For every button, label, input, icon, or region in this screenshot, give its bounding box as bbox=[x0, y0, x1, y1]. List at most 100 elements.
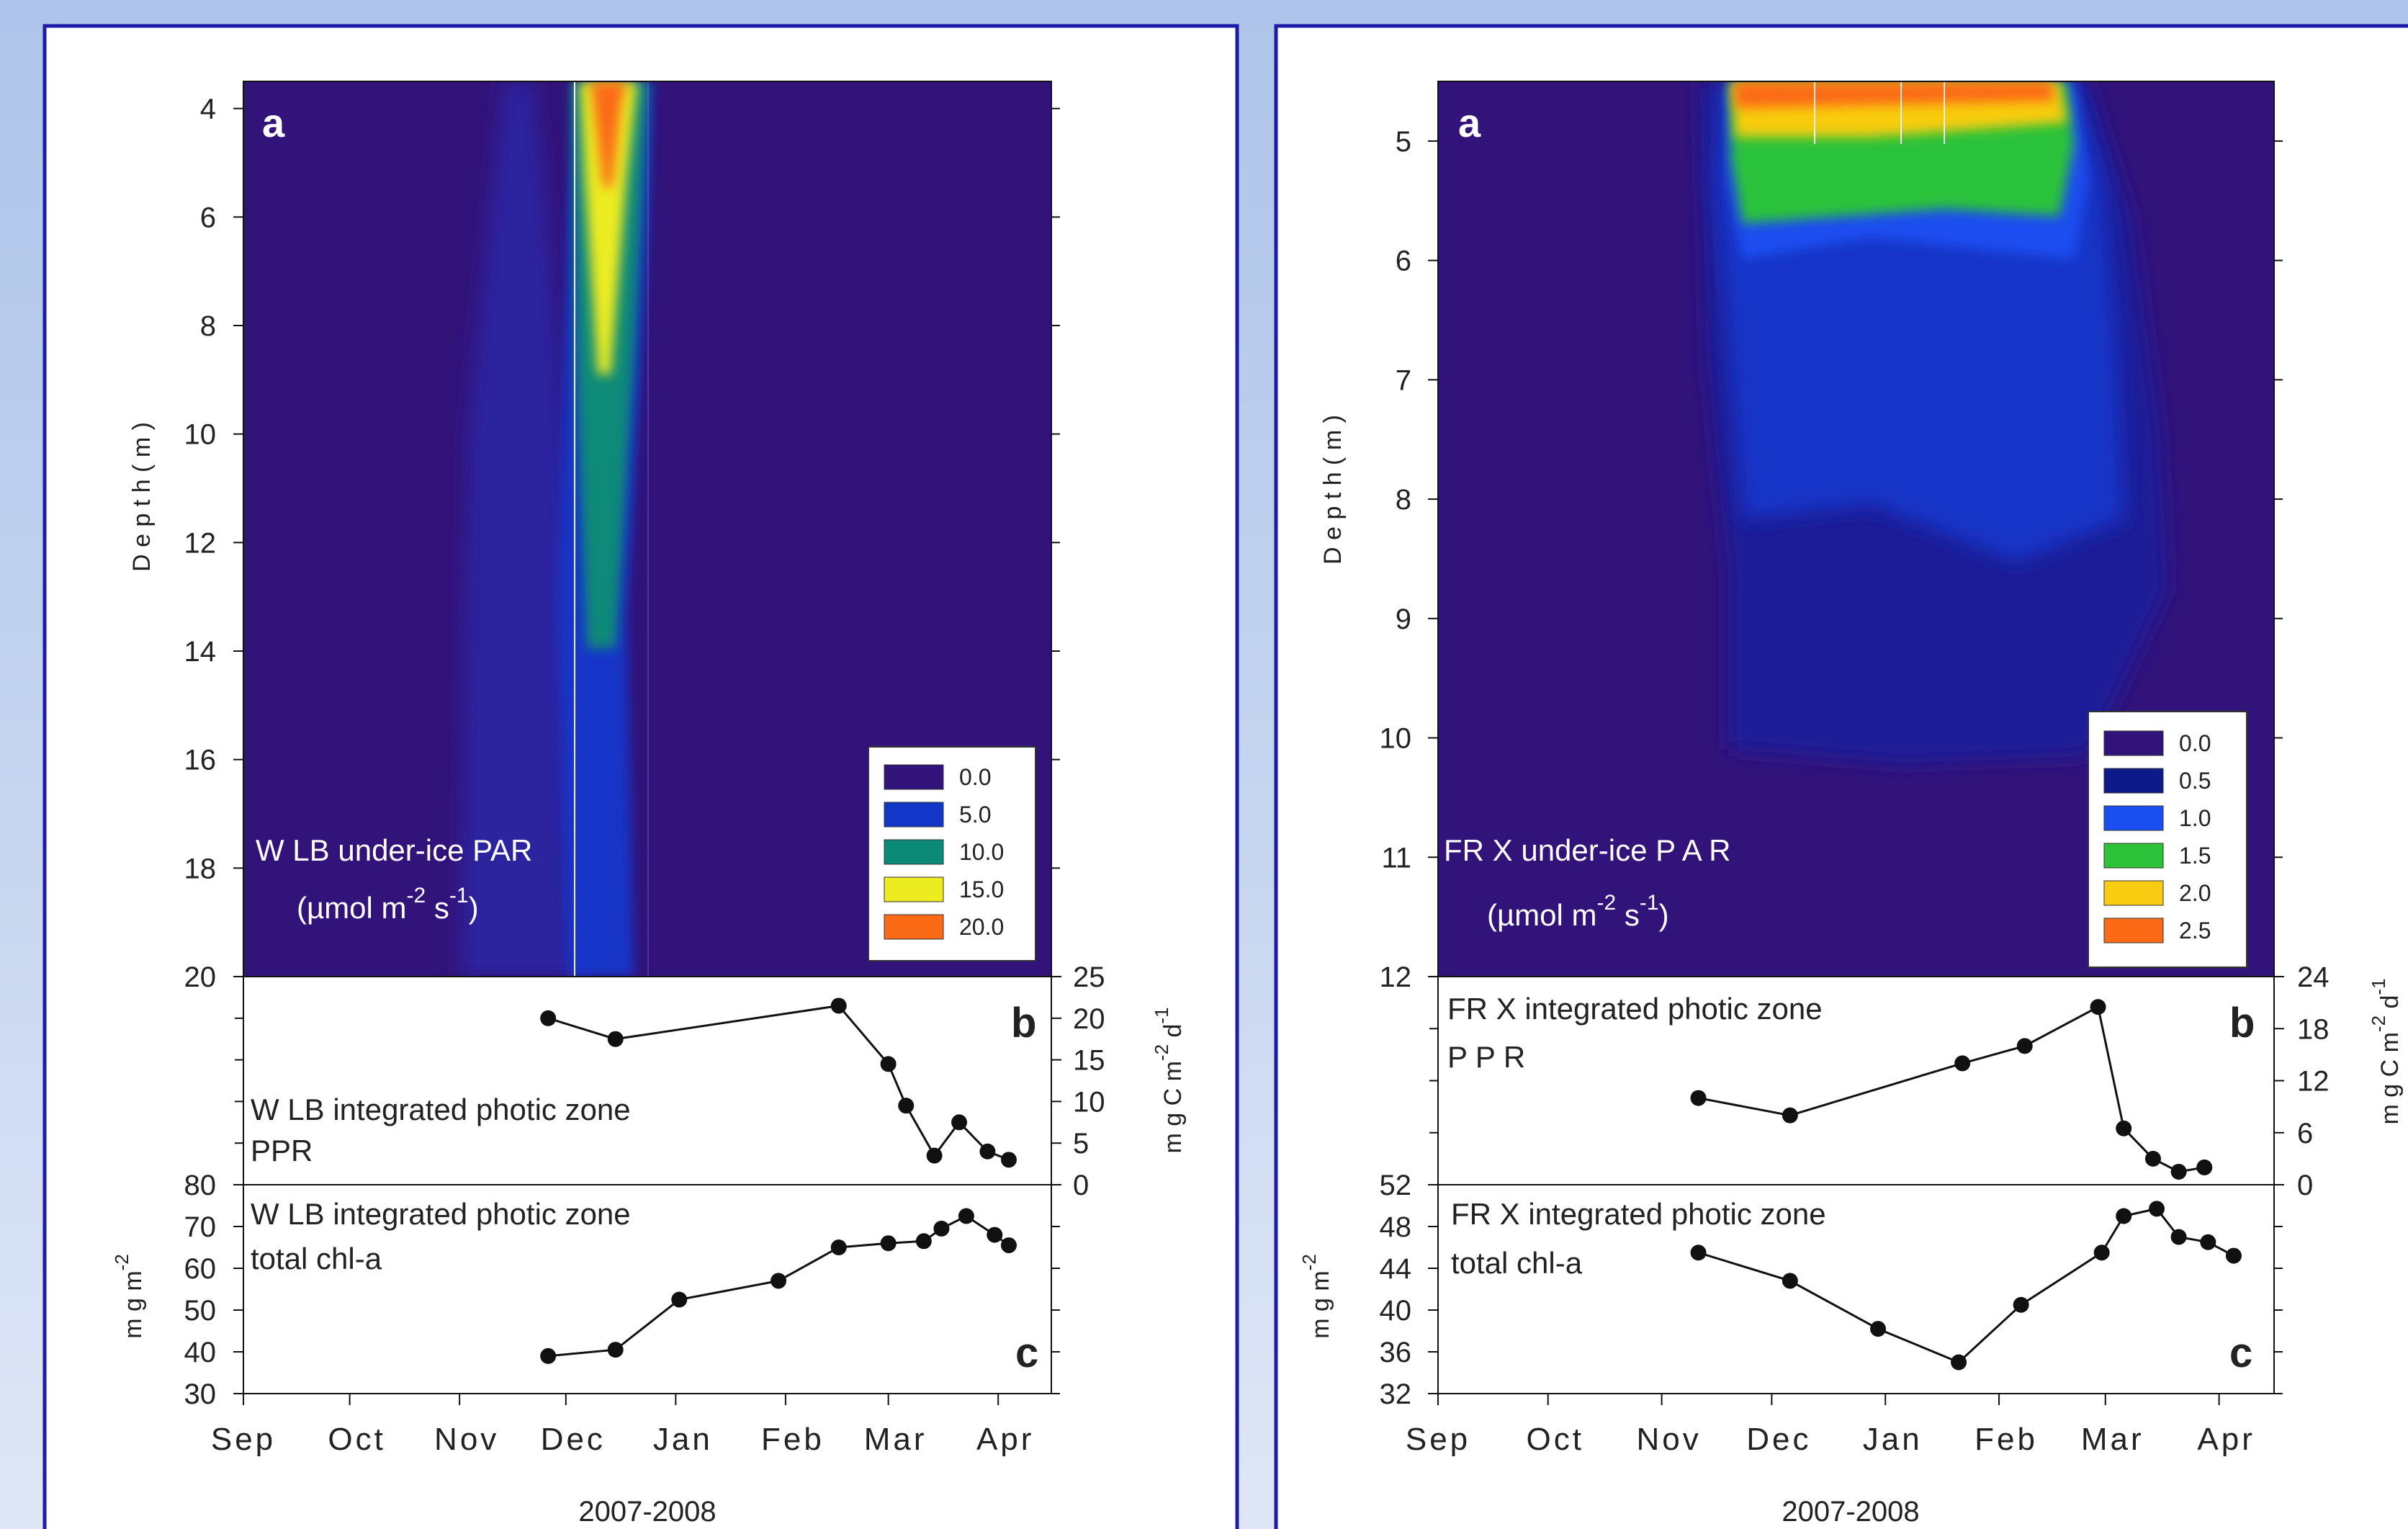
chl-axis-ticks: 30 40 50 60 70 80 bbox=[184, 1170, 1060, 1410]
ppr-unit: d bbox=[2376, 995, 2404, 1015]
panel-letter-c: c bbox=[1015, 1330, 1038, 1376]
chl-point bbox=[1000, 1237, 1017, 1254]
ppr-label-sub: PPR bbox=[251, 1134, 313, 1167]
depth-tick-label: 14 bbox=[184, 636, 217, 668]
heatmap-region-orange bbox=[590, 81, 626, 187]
panel-letter-a: a bbox=[262, 100, 285, 145]
legend-label: 0.0 bbox=[2179, 730, 2211, 756]
depth-tick-label: 18 bbox=[184, 853, 217, 884]
unit-sup: -1 bbox=[449, 884, 469, 907]
unit-text: (µmol m bbox=[297, 891, 407, 925]
ppr-tick-label: 20 bbox=[1073, 1003, 1105, 1035]
unit-text: s bbox=[1616, 898, 1640, 932]
chl-plot-frame bbox=[1437, 1184, 2275, 1394]
ppr-point bbox=[1000, 1152, 1017, 1168]
legend-swatch bbox=[2103, 918, 2164, 943]
ppr-unit: d bbox=[1159, 1024, 1187, 1044]
ppr-tick-label: 5 bbox=[1073, 1128, 1089, 1160]
ppr-tick-label: 18 bbox=[2297, 1013, 2330, 1045]
month-tick-label: Jan bbox=[1863, 1422, 1923, 1457]
depth-tick-label: 5 bbox=[1396, 126, 1411, 158]
chl-point bbox=[2170, 1229, 2187, 1245]
ppr-axis-title: m g C m-2 d-1 bbox=[1151, 1007, 1187, 1153]
ppr-point bbox=[2170, 1163, 2187, 1180]
month-tick-label: Dec bbox=[1746, 1422, 1811, 1457]
ppr-plot-frame bbox=[243, 976, 1052, 1185]
chl-tick-label: 50 bbox=[184, 1295, 217, 1327]
unit-text: ) bbox=[469, 891, 479, 925]
chl-point bbox=[1782, 1273, 1798, 1289]
panel-wlb: 0.0 5.0 10.0 15.0 20.0 4 6 8 10 12 14 16 18 20 a W L… bbox=[42, 24, 1239, 1529]
panel-letter-c: c bbox=[2229, 1330, 2252, 1376]
legend-label: 15.0 bbox=[959, 876, 1004, 902]
chl-tick-label: 80 bbox=[184, 1170, 217, 1201]
chl-point bbox=[2149, 1201, 2165, 1217]
legend-label: 1.5 bbox=[2179, 843, 2211, 869]
depth-tick-label: 9 bbox=[1396, 604, 1411, 635]
chl-label: W LB integrated photic zone bbox=[251, 1197, 631, 1231]
depth-tick-label: 20 bbox=[184, 961, 217, 993]
chl-label: FR X integrated photic zone bbox=[1451, 1197, 1826, 1231]
chl-tick-label: 40 bbox=[1380, 1295, 1412, 1327]
month-tick-label: Nov bbox=[1636, 1422, 1701, 1457]
depth-tick-label: 10 bbox=[1380, 723, 1412, 755]
legend-label: 0.0 bbox=[959, 764, 991, 790]
legend-swatch bbox=[884, 764, 944, 790]
month-tick-label: Jan bbox=[653, 1422, 713, 1457]
chl-point bbox=[2225, 1247, 2242, 1264]
depth-tick-label: 10 bbox=[184, 419, 217, 451]
depth-tick-label: 7 bbox=[1396, 364, 1411, 396]
chl-tick-label: 30 bbox=[184, 1378, 217, 1410]
legend-label: 2.0 bbox=[2179, 880, 2211, 906]
panel-frx: 0.0 0.5 1.0 1.5 2.0 2.5 5 6 7 8 9 10 11 12 a FR X un… bbox=[1274, 24, 2408, 1529]
panel-letter-a: a bbox=[1458, 100, 1481, 145]
month-tick-label: Dec bbox=[541, 1422, 606, 1457]
chl-tick-label: 70 bbox=[184, 1211, 217, 1243]
chl-point bbox=[958, 1208, 974, 1224]
chl-axis-title: m g m-2 bbox=[111, 1254, 147, 1339]
legend-swatch bbox=[884, 914, 944, 940]
chl-label-sub: total chl-a bbox=[251, 1242, 382, 1275]
chl-point bbox=[2013, 1296, 2029, 1313]
ppr-series bbox=[540, 997, 1017, 1168]
ppr-point bbox=[926, 1147, 943, 1164]
chl-point bbox=[1951, 1354, 1967, 1371]
chl-point bbox=[671, 1291, 688, 1308]
ppr-point bbox=[607, 1031, 624, 1047]
month-tick-label: Feb bbox=[1975, 1422, 2038, 1457]
legend-label: 10.0 bbox=[959, 839, 1004, 865]
month-tick-label: Oct bbox=[1527, 1422, 1584, 1457]
legend-frx: 0.0 0.5 1.0 1.5 2.0 2.5 bbox=[2088, 711, 2247, 968]
ppr-unit-sup: -1 bbox=[2368, 978, 2389, 995]
month-tick-label: Feb bbox=[761, 1422, 825, 1457]
depth-tick-label: 11 bbox=[1381, 842, 1411, 874]
chl-plot-frame bbox=[243, 1184, 1052, 1394]
chl-tick-label: 60 bbox=[184, 1253, 217, 1285]
ppr-tick-label: 25 bbox=[1073, 961, 1105, 993]
chl-unit-sup: -2 bbox=[111, 1254, 132, 1270]
chl-point bbox=[771, 1273, 787, 1289]
ppr-point bbox=[830, 997, 847, 1014]
legend-label: 20.0 bbox=[959, 914, 1004, 940]
chl-point bbox=[987, 1227, 1003, 1243]
ppr-unit-sup: -1 bbox=[1151, 1007, 1172, 1023]
unit-sup: -2 bbox=[407, 884, 426, 907]
heatmap-frx bbox=[1438, 81, 2274, 977]
ppr-point bbox=[1782, 1107, 1798, 1124]
ppr-axis-ticks: 0 5 10 15 20 25 bbox=[235, 961, 1105, 1201]
ppr-tick-label: 15 bbox=[1073, 1045, 1105, 1077]
month-tick-label: Mar bbox=[2081, 1422, 2144, 1457]
depth-tick-label: 16 bbox=[184, 745, 217, 776]
unit-sup: -1 bbox=[1640, 891, 1659, 915]
depth-tick-label: 4 bbox=[200, 94, 216, 125]
legend-swatch bbox=[2103, 730, 2164, 756]
chl-series bbox=[1690, 1201, 2242, 1371]
heatmap-region-low bbox=[461, 81, 590, 977]
chl-tick-label: 40 bbox=[184, 1337, 217, 1368]
legend-label: 0.5 bbox=[2179, 768, 2211, 794]
heatmap-region-yellow bbox=[580, 81, 637, 375]
legend-wlb: 0.0 5.0 10.0 15.0 20.0 bbox=[868, 746, 1036, 961]
ppr-tick-label: 0 bbox=[1073, 1170, 1089, 1201]
heatmap-site-label: FR X under-ice P A R bbox=[1444, 833, 1730, 867]
ppr-unit-sup: -2 bbox=[1151, 1044, 1172, 1061]
